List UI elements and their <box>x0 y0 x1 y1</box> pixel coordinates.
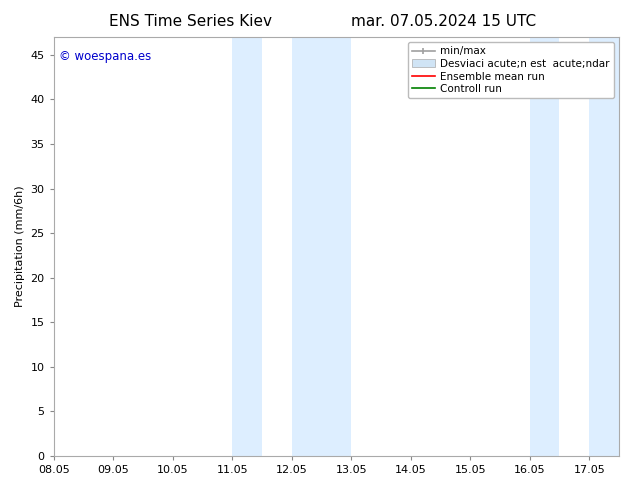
Y-axis label: Precipitation (mm/6h): Precipitation (mm/6h) <box>15 186 25 307</box>
Bar <box>292 37 351 456</box>
Bar <box>232 37 262 456</box>
Text: mar. 07.05.2024 15 UTC: mar. 07.05.2024 15 UTC <box>351 14 536 29</box>
Text: ENS Time Series Kiev: ENS Time Series Kiev <box>108 14 272 29</box>
Legend: min/max, Desviaci acute;n est  acute;ndar, Ensemble mean run, Controll run: min/max, Desviaci acute;n est acute;ndar… <box>408 42 614 98</box>
Bar <box>530 37 559 456</box>
Text: © woespana.es: © woespana.es <box>60 49 152 63</box>
Bar <box>589 37 619 456</box>
